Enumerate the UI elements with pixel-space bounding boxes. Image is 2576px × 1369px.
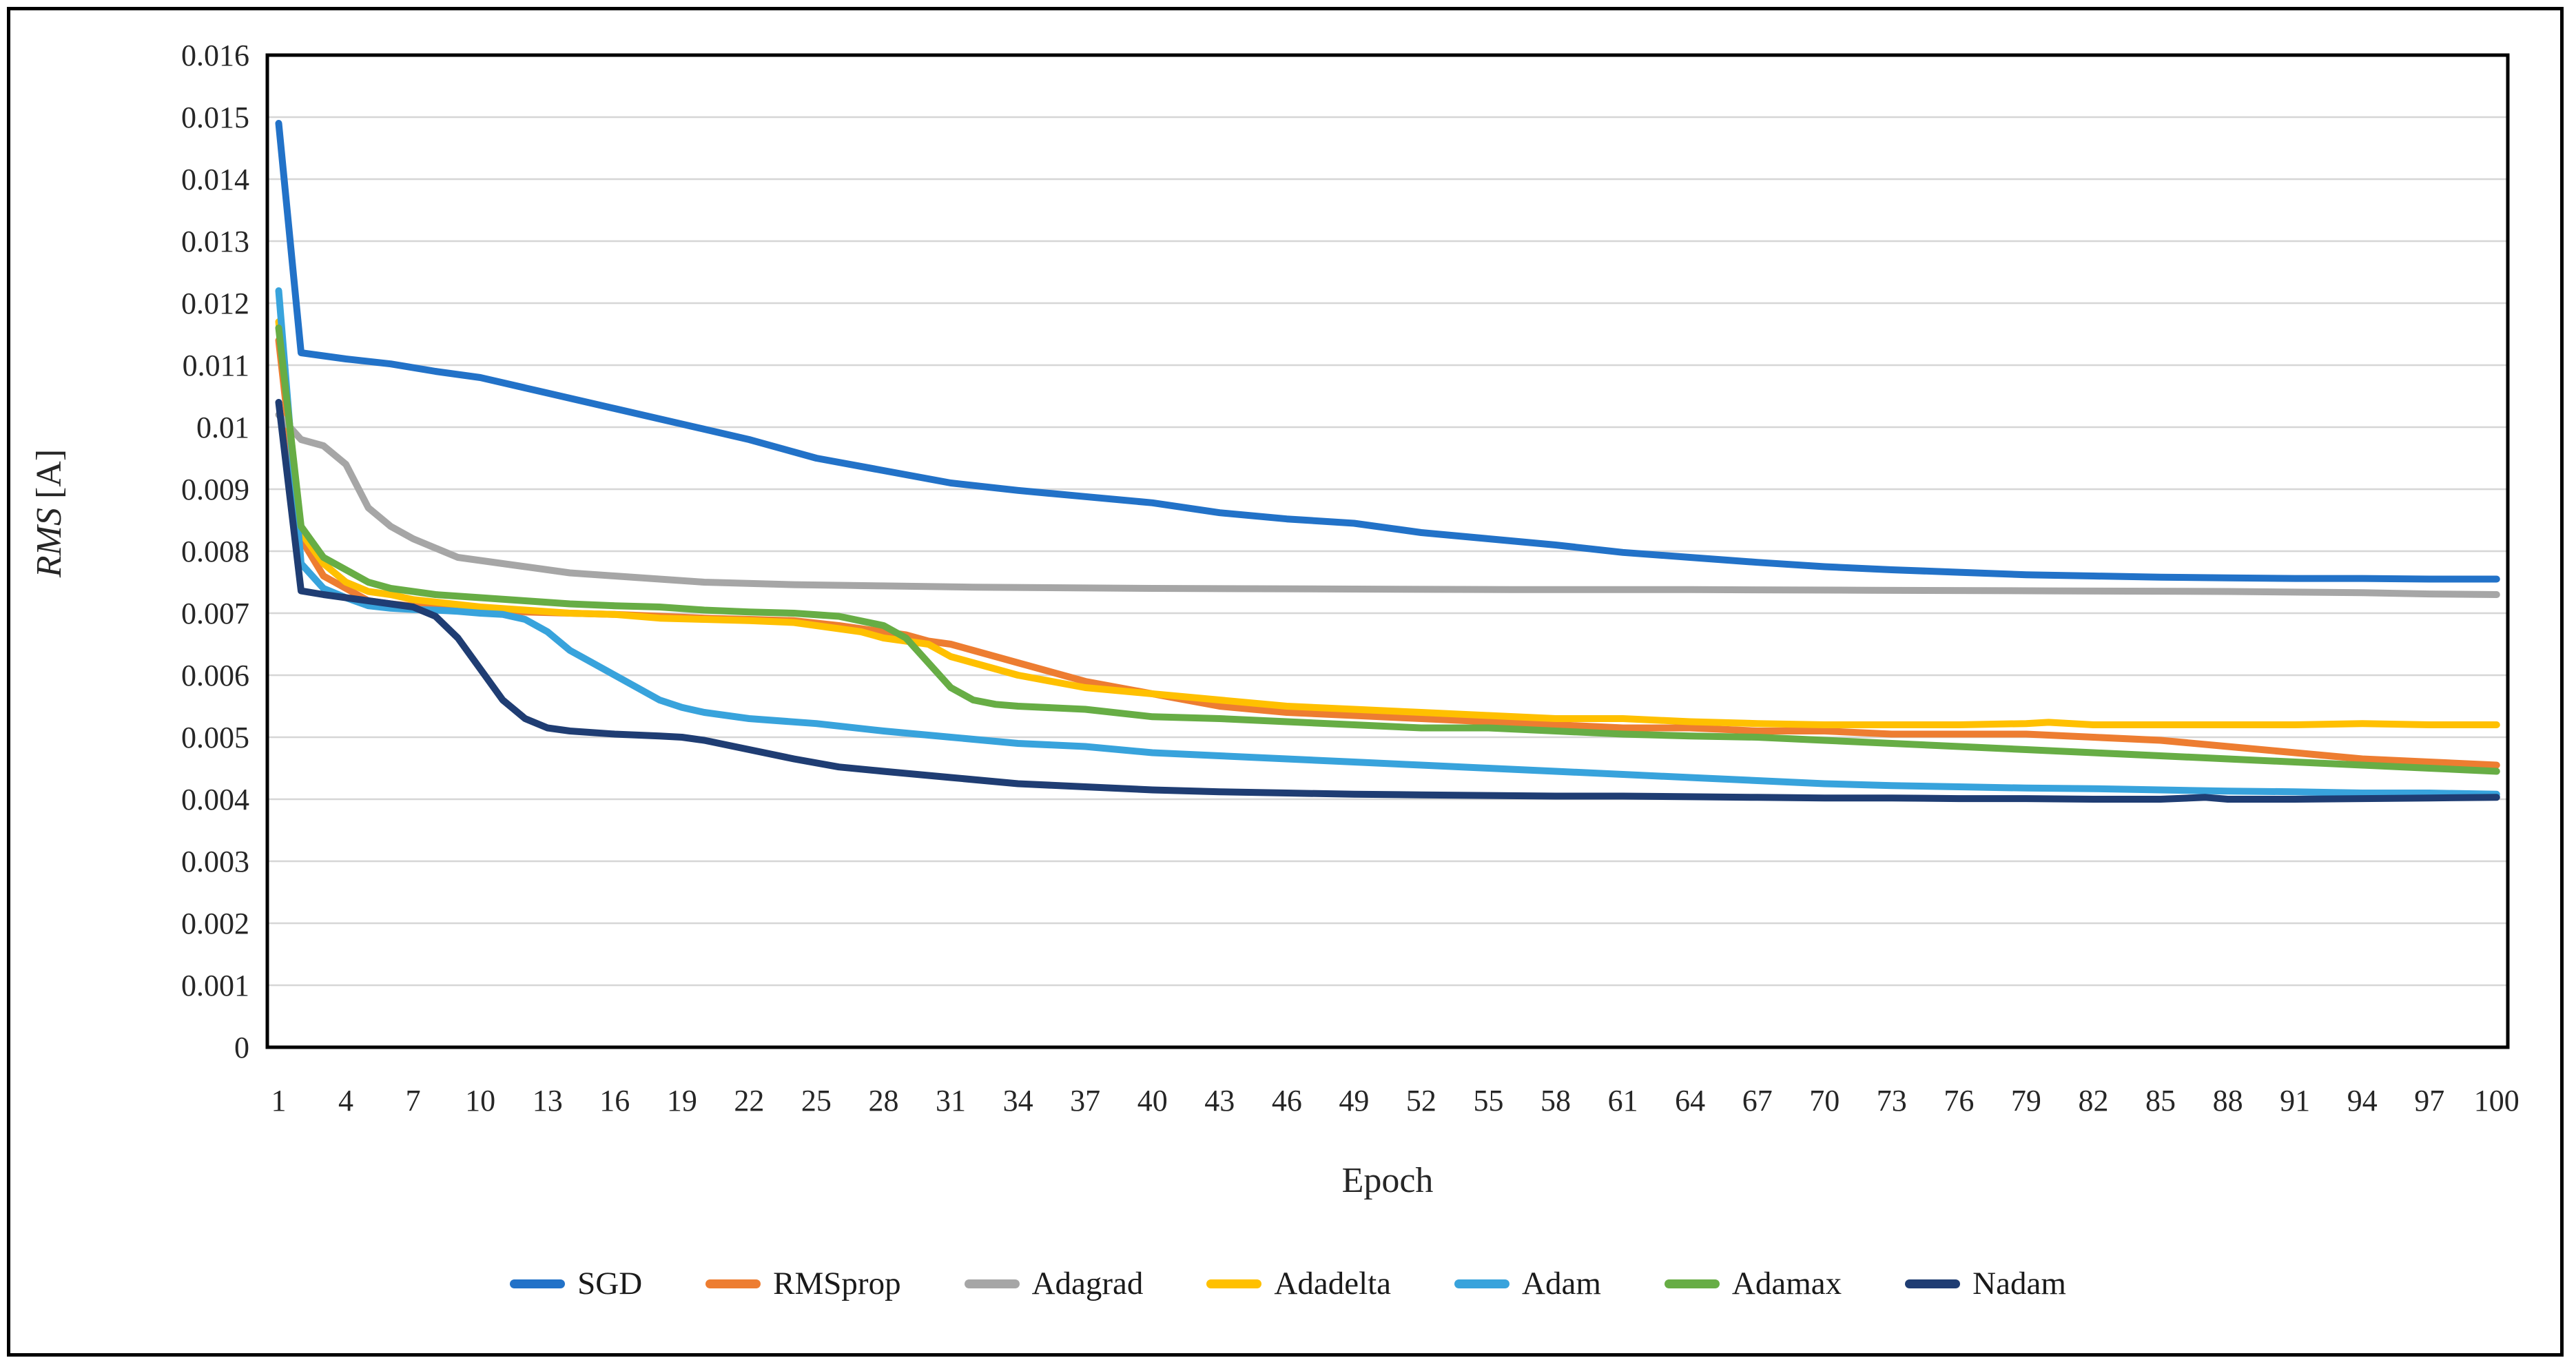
legend-item-adam: Adam: [1454, 1268, 1601, 1300]
ytick-label-0.001: 0.001: [181, 969, 249, 1002]
ytick-label-0.016: 0.016: [181, 39, 249, 72]
xtick-label-73: 73: [1877, 1084, 1907, 1118]
legend-label-adadelta: Adadelta: [1274, 1266, 1392, 1301]
xtick-label-34: 34: [1003, 1084, 1033, 1118]
chart-legend: SGD RMSprop Adagrad Adadelta Adam Adamax Nadam: [0, 1268, 2576, 1300]
ytick-label-0.012: 0.012: [181, 287, 249, 320]
legend-label-adagrad: Adagrad: [1031, 1266, 1144, 1301]
plot-frame: [265, 53, 2510, 1049]
legend-label-adamax: Adamax: [1731, 1266, 1842, 1301]
xtick-label-49: 49: [1339, 1084, 1369, 1118]
xtick-label-28: 28: [868, 1084, 898, 1118]
legend-swatch-adam: [1454, 1279, 1510, 1288]
legend-label-adam: Adam: [1522, 1266, 1601, 1301]
series-lines: [275, 120, 2500, 803]
legend-item-adadelta: Adadelta: [1206, 1268, 1391, 1300]
xtick-label-76: 76: [1944, 1084, 1974, 1118]
xtick-label-43: 43: [1204, 1084, 1235, 1118]
y-axis-tick-labels: 0.016 0.015 0.014 0.013 0.012 0.011 0.01 0.009 0…: [181, 39, 249, 1064]
ytick-label-0.008: 0.008: [181, 535, 249, 568]
xtick-label-16: 16: [599, 1084, 630, 1118]
ytick-label-0.014: 0.014: [181, 163, 249, 196]
gridlines: [267, 116, 2508, 987]
xtick-label-64: 64: [1675, 1084, 1705, 1118]
x-axis-title: Epoch: [1342, 1161, 1434, 1200]
y-axis-title-unit: [A]: [30, 449, 69, 508]
xtick-label-1: 1: [271, 1084, 287, 1118]
series-line-rmsprop: [275, 337, 2500, 769]
y-axis-title-symbol: RMS: [30, 508, 69, 578]
legend-item-nadam: Nadam: [1905, 1268, 2066, 1300]
ytick-label-0.011: 0.011: [183, 349, 249, 382]
xtick-label-58: 58: [1541, 1084, 1571, 1118]
xtick-label-46: 46: [1272, 1084, 1302, 1118]
xtick-label-61: 61: [1608, 1084, 1638, 1118]
xtick-label-19: 19: [667, 1084, 697, 1118]
xtick-label-13: 13: [533, 1084, 563, 1118]
legend-item-rmsprop: RMSprop: [705, 1266, 901, 1301]
legend-label-sgd: SGD: [577, 1266, 643, 1301]
legend-swatch-rmsprop: [705, 1279, 761, 1288]
xtick-label-82: 82: [2078, 1084, 2108, 1118]
xtick-label-52: 52: [1406, 1084, 1436, 1118]
xtick-label-67: 67: [1742, 1084, 1773, 1118]
legend-item-adagrad: Adagrad: [964, 1266, 1144, 1301]
xtick-label-79: 79: [2011, 1084, 2041, 1118]
series-line-adadelta: [275, 318, 2500, 728]
ytick-label-0.01: 0.01: [196, 411, 249, 444]
ytick-label-0.002: 0.002: [181, 907, 249, 940]
legend-swatch-sgd: [510, 1279, 566, 1288]
ytick-label-0.015: 0.015: [181, 101, 249, 134]
series-line-sgd: [275, 120, 2500, 583]
xtick-label-25: 25: [801, 1084, 832, 1118]
ytick-label-0.013: 0.013: [181, 225, 249, 258]
xtick-label-7: 7: [406, 1084, 421, 1118]
xtick-label-94: 94: [2347, 1084, 2378, 1118]
xtick-label-22: 22: [734, 1084, 764, 1118]
xtick-label-100: 100: [2474, 1084, 2520, 1118]
ytick-label-0: 0: [234, 1031, 249, 1064]
series-line-adagrad: [275, 411, 2500, 598]
legend-item-adamax: Adamax: [1664, 1266, 1842, 1301]
xtick-label-40: 40: [1137, 1084, 1168, 1118]
ytick-label-0.003: 0.003: [181, 845, 249, 878]
series-line-adam: [275, 287, 2500, 798]
legend-swatch-adamax: [1664, 1279, 1720, 1288]
legend-label-nadam: Nadam: [1972, 1266, 2066, 1301]
series-line-nadam: [275, 399, 2500, 803]
xtick-label-10: 10: [465, 1084, 495, 1118]
xtick-label-85: 85: [2145, 1084, 2176, 1118]
xtick-label-37: 37: [1070, 1084, 1100, 1118]
ytick-label-0.009: 0.009: [181, 473, 249, 506]
y-axis-title: RMS [A]: [30, 449, 69, 578]
ytick-label-0.006: 0.006: [181, 659, 249, 692]
xtick-label-31: 31: [936, 1084, 966, 1118]
legend-swatch-adagrad: [964, 1279, 1020, 1288]
series-line-adamax: [275, 325, 2500, 775]
figure-border: [7, 7, 2564, 1357]
ytick-label-0.004: 0.004: [181, 783, 249, 816]
legend-swatch-nadam: [1905, 1279, 1961, 1288]
ytick-label-0.005: 0.005: [181, 721, 249, 754]
xtick-label-88: 88: [2213, 1084, 2243, 1118]
ytick-label-0.007: 0.007: [181, 597, 249, 630]
xtick-label-55: 55: [1473, 1084, 1503, 1118]
xtick-label-4: 4: [338, 1084, 353, 1118]
legend-swatch-adadelta: [1206, 1279, 1262, 1288]
x-axis-tick-labels: 1 4 7 10 13 16 19 22 25 28 31 34 37 40 43 46 49 52 55 58 61 6…: [271, 1084, 2520, 1118]
xtick-label-91: 91: [2280, 1084, 2310, 1118]
legend-label-rmsprop: RMSprop: [773, 1266, 901, 1301]
xtick-label-97: 97: [2414, 1084, 2444, 1118]
xtick-label-70: 70: [1809, 1084, 1840, 1118]
legend-item-sgd: SGD: [510, 1268, 642, 1300]
